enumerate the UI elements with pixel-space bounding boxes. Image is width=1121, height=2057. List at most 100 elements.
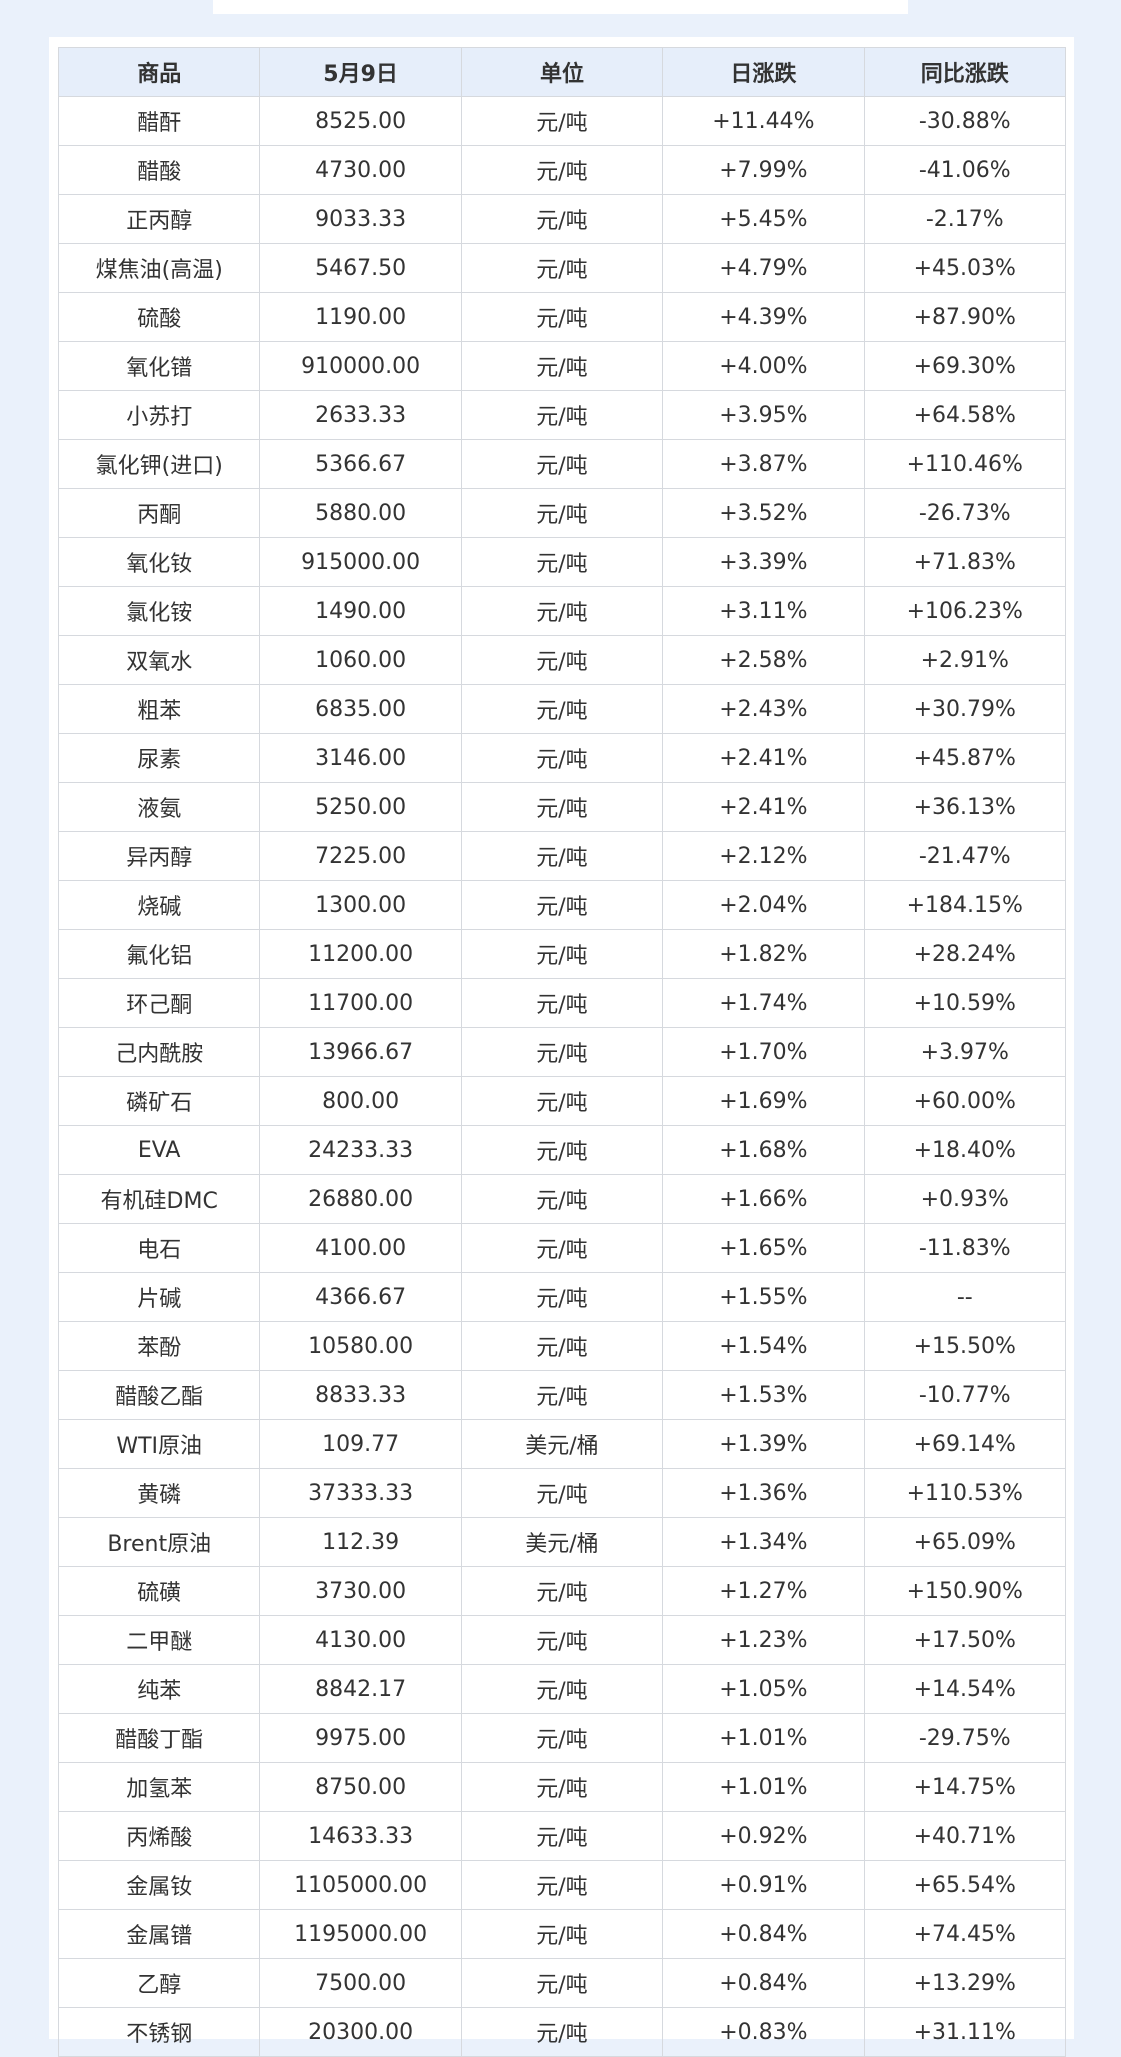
table-row: 片碱 4366.67 元/吨 +1.55% -- xyxy=(57,1272,1066,1322)
daily-change-cell: +1.55% xyxy=(662,1272,865,1322)
daily-change-cell: +1.01% xyxy=(662,1713,865,1763)
commodity-cell: 黄磷 xyxy=(57,1468,261,1518)
daily-change-cell: +2.41% xyxy=(662,782,865,832)
table-row: 醋酸丁酯 9975.00 元/吨 +1.01% -29.75% xyxy=(57,1713,1066,1763)
yoy-change-cell: -41.06% xyxy=(863,145,1066,195)
daily-change-cell: +1.65% xyxy=(662,1223,865,1273)
yoy-change-cell: +3.97% xyxy=(863,1027,1066,1077)
price-cell: 4100.00 xyxy=(259,1223,462,1273)
daily-change-cell: +4.79% xyxy=(662,243,865,293)
daily-change-cell: +5.45% xyxy=(662,194,865,244)
yoy-change-cell: +110.53% xyxy=(863,1468,1066,1518)
table-row: 硫磺 3730.00 元/吨 +1.27% +150.90% xyxy=(57,1566,1066,1616)
unit-cell: 元/吨 xyxy=(460,1223,664,1273)
unit-cell: 元/吨 xyxy=(460,145,664,195)
commodity-cell: 环己酮 xyxy=(57,978,261,1028)
commodity-cell: 硫酸 xyxy=(57,292,261,342)
yoy-change-cell: +65.54% xyxy=(863,1860,1066,1910)
daily-change-cell: +3.52% xyxy=(662,488,865,538)
yoy-change-cell: +184.15% xyxy=(863,880,1066,930)
content-panel: 商品 5月9日 单位 日涨跌 同比涨跌 醋酐 8525.00 元/吨 +11.44% -… xyxy=(49,37,1074,2057)
price-cell: 14633.33 xyxy=(259,1811,462,1861)
unit-cell: 元/吨 xyxy=(460,390,664,440)
commodity-cell: 氧化钕 xyxy=(57,537,261,587)
unit-cell: 元/吨 xyxy=(460,1664,664,1714)
table-row: 丙烯酸 14633.33 元/吨 +0.92% +40.71% xyxy=(57,1811,1066,1861)
table-row: WTI原油 109.77 美元/桶 +1.39% +69.14% xyxy=(57,1419,1066,1469)
unit-cell: 元/吨 xyxy=(460,880,664,930)
table-row: 氧化镨 910000.00 元/吨 +4.00% +69.30% xyxy=(57,341,1066,391)
unit-cell: 元/吨 xyxy=(460,978,664,1028)
price-cell: 3730.00 xyxy=(259,1566,462,1616)
unit-cell: 元/吨 xyxy=(460,1958,664,2008)
unit-cell: 元/吨 xyxy=(460,1272,664,1322)
price-cell: 9033.33 xyxy=(259,194,462,244)
daily-change-cell: +0.92% xyxy=(662,1811,865,1861)
unit-cell: 元/吨 xyxy=(460,1566,664,1616)
commodity-cell: Brent原油 xyxy=(57,1517,261,1567)
unit-cell: 元/吨 xyxy=(460,1713,664,1763)
unit-cell: 元/吨 xyxy=(460,1027,664,1077)
commodity-cell: 丙烯酸 xyxy=(57,1811,261,1861)
commodity-cell: 氟化铝 xyxy=(57,929,261,979)
yoy-change-cell: -11.83% xyxy=(863,1223,1066,1273)
commodity-cell: 氧化镨 xyxy=(57,341,261,391)
table-row: 双氧水 1060.00 元/吨 +2.58% +2.91% xyxy=(57,635,1066,685)
daily-change-cell: +11.44% xyxy=(662,96,865,146)
price-cell: 13966.67 xyxy=(259,1027,462,1077)
table-row: 尿素 3146.00 元/吨 +2.41% +45.87% xyxy=(57,733,1066,783)
price-cell: 26880.00 xyxy=(259,1174,462,1224)
commodity-cell: 电石 xyxy=(57,1223,261,1273)
price-cell: 915000.00 xyxy=(259,537,462,587)
unit-cell: 元/吨 xyxy=(460,96,664,146)
table-row: 乙醇 7500.00 元/吨 +0.84% +13.29% xyxy=(57,1958,1066,2008)
daily-change-cell: +0.83% xyxy=(662,2007,865,2057)
unit-cell: 元/吨 xyxy=(460,537,664,587)
table-row: 二甲醚 4130.00 元/吨 +1.23% +17.50% xyxy=(57,1615,1066,1665)
commodity-cell: 不锈钢 xyxy=(57,2007,261,2057)
commodity-cell: 丙酮 xyxy=(57,488,261,538)
price-cell: 10580.00 xyxy=(259,1321,462,1371)
daily-change-cell: +7.99% xyxy=(662,145,865,195)
daily-change-cell: +0.84% xyxy=(662,1958,865,2008)
table-row: Brent原油 112.39 美元/桶 +1.34% +65.09% xyxy=(57,1517,1066,1567)
price-cell: 1490.00 xyxy=(259,586,462,636)
yoy-change-cell: +45.87% xyxy=(863,733,1066,783)
yoy-change-cell: +10.59% xyxy=(863,978,1066,1028)
daily-change-cell: +1.27% xyxy=(662,1566,865,1616)
commodity-cell: 有机硅DMC xyxy=(57,1174,261,1224)
price-cell: 2633.33 xyxy=(259,390,462,440)
price-cell: 3146.00 xyxy=(259,733,462,783)
daily-change-cell: +1.70% xyxy=(662,1027,865,1077)
daily-change-cell: +1.34% xyxy=(662,1517,865,1567)
daily-change-cell: +1.68% xyxy=(662,1125,865,1175)
unit-cell: 元/吨 xyxy=(460,929,664,979)
price-cell: 1300.00 xyxy=(259,880,462,930)
price-cell: 7225.00 xyxy=(259,831,462,881)
table-header: 商品 5月9日 单位 日涨跌 同比涨跌 xyxy=(57,47,1066,97)
table-row: EVA 24233.33 元/吨 +1.68% +18.40% xyxy=(57,1125,1066,1175)
price-cell: 6835.00 xyxy=(259,684,462,734)
price-cell: 5880.00 xyxy=(259,488,462,538)
yoy-change-cell: +13.29% xyxy=(863,1958,1066,2008)
daily-change-cell: +0.91% xyxy=(662,1860,865,1910)
daily-change-cell: +4.00% xyxy=(662,341,865,391)
yoy-change-cell: +150.90% xyxy=(863,1566,1066,1616)
yoy-change-cell: -10.77% xyxy=(863,1370,1066,1420)
price-cell: 5467.50 xyxy=(259,243,462,293)
commodity-cell: 醋酐 xyxy=(57,96,261,146)
commodity-cell: 正丙醇 xyxy=(57,194,261,244)
unit-cell: 元/吨 xyxy=(460,439,664,489)
yoy-change-cell: +14.54% xyxy=(863,1664,1066,1714)
yoy-change-cell: -- xyxy=(863,1272,1066,1322)
unit-cell: 元/吨 xyxy=(460,1615,664,1665)
yoy-change-cell: +87.90% xyxy=(863,292,1066,342)
table-body: 醋酐 8525.00 元/吨 +11.44% -30.88% 醋酸 4730.00 元/吨 +7… xyxy=(57,96,1066,2057)
price-cell: 8750.00 xyxy=(259,1762,462,1812)
yoy-change-cell: +110.46% xyxy=(863,439,1066,489)
commodity-cell: 小苏打 xyxy=(57,390,261,440)
table-row: 纯苯 8842.17 元/吨 +1.05% +14.54% xyxy=(57,1664,1066,1714)
column-header-daily-change: 日涨跌 xyxy=(662,47,865,97)
unit-cell: 元/吨 xyxy=(460,782,664,832)
price-cell: 800.00 xyxy=(259,1076,462,1126)
